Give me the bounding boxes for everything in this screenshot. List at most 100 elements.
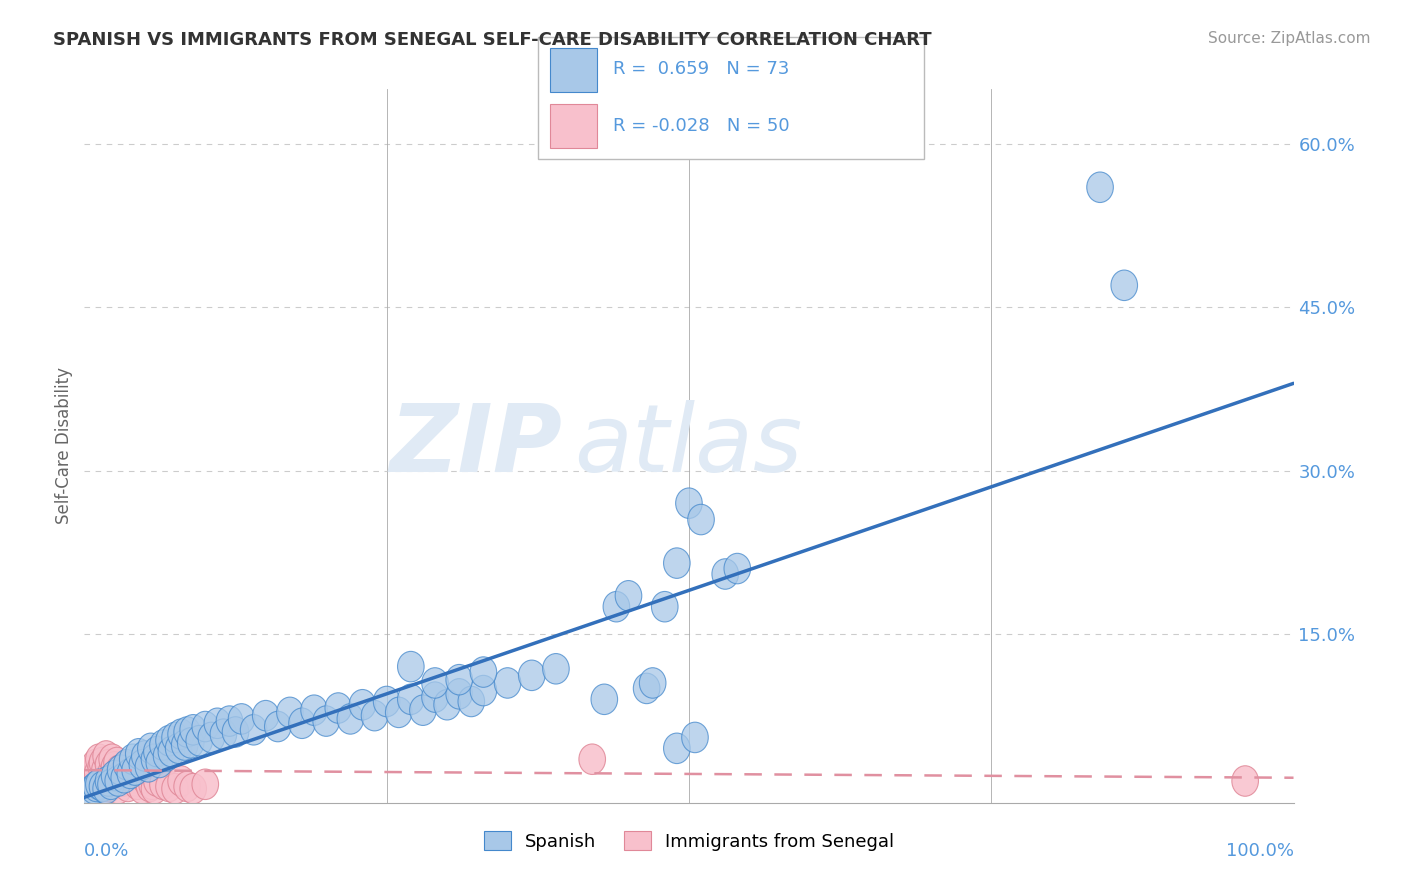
Ellipse shape bbox=[186, 725, 212, 756]
Ellipse shape bbox=[112, 752, 139, 782]
Ellipse shape bbox=[114, 749, 141, 780]
FancyBboxPatch shape bbox=[550, 104, 598, 148]
Ellipse shape bbox=[314, 706, 339, 736]
Ellipse shape bbox=[91, 755, 118, 785]
Ellipse shape bbox=[166, 733, 193, 764]
Ellipse shape bbox=[143, 765, 170, 797]
Ellipse shape bbox=[446, 665, 472, 695]
Ellipse shape bbox=[616, 581, 641, 611]
Ellipse shape bbox=[180, 714, 207, 745]
Ellipse shape bbox=[111, 763, 138, 793]
FancyBboxPatch shape bbox=[550, 48, 598, 92]
Ellipse shape bbox=[198, 723, 225, 753]
Ellipse shape bbox=[157, 736, 184, 767]
Ellipse shape bbox=[110, 765, 136, 797]
Ellipse shape bbox=[264, 711, 291, 742]
Ellipse shape bbox=[101, 760, 128, 791]
Ellipse shape bbox=[174, 772, 201, 802]
Ellipse shape bbox=[115, 772, 141, 802]
Ellipse shape bbox=[651, 591, 678, 622]
Ellipse shape bbox=[446, 679, 472, 709]
Ellipse shape bbox=[80, 773, 107, 804]
Ellipse shape bbox=[101, 752, 128, 782]
Y-axis label: Self-Care Disability: Self-Care Disability bbox=[55, 368, 73, 524]
Ellipse shape bbox=[470, 675, 496, 706]
Ellipse shape bbox=[87, 772, 114, 802]
Ellipse shape bbox=[1232, 765, 1258, 797]
Ellipse shape bbox=[422, 668, 449, 698]
Ellipse shape bbox=[146, 747, 173, 778]
Ellipse shape bbox=[77, 760, 104, 791]
Ellipse shape bbox=[132, 763, 157, 793]
Ellipse shape bbox=[543, 654, 569, 684]
Ellipse shape bbox=[89, 772, 115, 802]
Ellipse shape bbox=[240, 714, 267, 745]
Ellipse shape bbox=[90, 773, 117, 804]
Ellipse shape bbox=[134, 765, 160, 797]
Ellipse shape bbox=[398, 651, 425, 681]
Text: R =  0.659   N = 73: R = 0.659 N = 73 bbox=[613, 61, 789, 78]
Ellipse shape bbox=[193, 711, 218, 742]
Text: SPANISH VS IMMIGRANTS FROM SENEGAL SELF-CARE DISABILITY CORRELATION CHART: SPANISH VS IMMIGRANTS FROM SENEGAL SELF-… bbox=[53, 31, 932, 49]
Ellipse shape bbox=[174, 717, 201, 747]
Ellipse shape bbox=[167, 719, 194, 749]
Ellipse shape bbox=[117, 758, 143, 789]
Ellipse shape bbox=[253, 700, 278, 731]
Ellipse shape bbox=[288, 708, 315, 739]
Ellipse shape bbox=[84, 758, 111, 789]
Ellipse shape bbox=[664, 548, 690, 578]
Ellipse shape bbox=[143, 736, 170, 767]
Ellipse shape bbox=[96, 749, 122, 780]
FancyBboxPatch shape bbox=[538, 37, 924, 160]
Ellipse shape bbox=[122, 765, 149, 797]
Ellipse shape bbox=[688, 504, 714, 535]
Ellipse shape bbox=[153, 740, 180, 772]
Ellipse shape bbox=[94, 765, 121, 797]
Ellipse shape bbox=[162, 723, 188, 753]
Ellipse shape bbox=[122, 755, 149, 785]
Ellipse shape bbox=[470, 657, 496, 688]
Ellipse shape bbox=[105, 773, 132, 804]
Ellipse shape bbox=[120, 744, 146, 774]
Text: atlas: atlas bbox=[574, 401, 803, 491]
Ellipse shape bbox=[139, 769, 166, 799]
Ellipse shape bbox=[519, 660, 546, 690]
Ellipse shape bbox=[422, 681, 449, 713]
Ellipse shape bbox=[640, 668, 666, 698]
Ellipse shape bbox=[129, 749, 156, 780]
Ellipse shape bbox=[77, 777, 104, 807]
Ellipse shape bbox=[83, 772, 110, 802]
Ellipse shape bbox=[141, 773, 167, 804]
Text: 100.0%: 100.0% bbox=[1226, 842, 1294, 860]
Ellipse shape bbox=[103, 763, 129, 793]
Ellipse shape bbox=[162, 773, 188, 804]
Ellipse shape bbox=[167, 765, 194, 797]
Ellipse shape bbox=[105, 765, 132, 797]
Ellipse shape bbox=[325, 693, 352, 723]
Ellipse shape bbox=[301, 695, 328, 725]
Ellipse shape bbox=[277, 698, 304, 728]
Ellipse shape bbox=[591, 684, 617, 714]
Ellipse shape bbox=[135, 752, 162, 782]
Ellipse shape bbox=[149, 730, 176, 760]
Ellipse shape bbox=[337, 704, 364, 734]
Ellipse shape bbox=[349, 690, 375, 720]
Ellipse shape bbox=[177, 728, 204, 758]
Ellipse shape bbox=[107, 760, 134, 791]
Ellipse shape bbox=[434, 690, 460, 720]
Ellipse shape bbox=[374, 686, 399, 717]
Ellipse shape bbox=[633, 673, 659, 704]
Ellipse shape bbox=[385, 698, 412, 728]
Ellipse shape bbox=[104, 747, 131, 778]
Ellipse shape bbox=[98, 744, 125, 774]
Ellipse shape bbox=[93, 773, 120, 804]
Ellipse shape bbox=[579, 744, 606, 774]
Ellipse shape bbox=[495, 668, 520, 698]
Ellipse shape bbox=[217, 706, 243, 736]
Text: Source: ZipAtlas.com: Source: ZipAtlas.com bbox=[1208, 31, 1371, 46]
Ellipse shape bbox=[86, 769, 112, 799]
Ellipse shape bbox=[97, 772, 124, 802]
Ellipse shape bbox=[180, 773, 207, 804]
Ellipse shape bbox=[409, 695, 436, 725]
Ellipse shape bbox=[209, 719, 236, 749]
